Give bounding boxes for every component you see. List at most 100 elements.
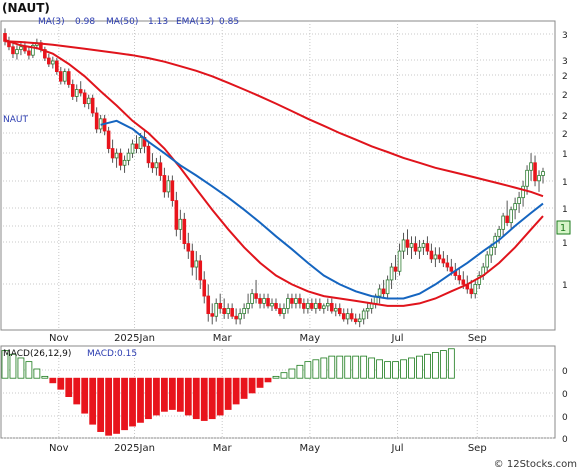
candle-body bbox=[234, 315, 238, 320]
candle-body bbox=[162, 175, 167, 193]
candle-body bbox=[118, 152, 123, 166]
candle-body bbox=[66, 71, 71, 85]
macd-bar bbox=[105, 377, 112, 436]
candle-body bbox=[477, 275, 482, 285]
candle-body bbox=[485, 254, 490, 268]
price-panel bbox=[0, 20, 556, 331]
candle-body bbox=[122, 159, 127, 166]
macd-bar bbox=[113, 377, 120, 434]
macd-x-tick-label: Sep bbox=[468, 443, 487, 454]
candle-body bbox=[150, 162, 155, 169]
macd-bar bbox=[192, 377, 200, 420]
macd-bar bbox=[447, 348, 455, 379]
candle-body bbox=[47, 57, 51, 65]
price-y-tick-label: 3 bbox=[562, 31, 568, 41]
candle-body bbox=[501, 215, 505, 230]
candle-body bbox=[278, 308, 282, 315]
candle-body bbox=[31, 44, 35, 56]
macd-bar bbox=[439, 350, 447, 379]
macd-bar bbox=[408, 357, 415, 379]
candle-body bbox=[218, 302, 222, 309]
candle-body bbox=[298, 298, 302, 304]
ema13-line bbox=[4, 39, 544, 307]
candle-body bbox=[202, 279, 207, 297]
candle-body bbox=[413, 243, 418, 252]
macd-bar bbox=[57, 377, 65, 390]
price-y-tick-label: 1 bbox=[562, 150, 568, 160]
last-price-box bbox=[556, 220, 571, 235]
candle-body bbox=[361, 310, 366, 320]
candle-body bbox=[294, 298, 298, 304]
candle-body bbox=[154, 162, 159, 169]
candle-body bbox=[114, 152, 119, 159]
macd-bar bbox=[9, 353, 17, 379]
macd-value: 0.15 bbox=[117, 349, 137, 359]
ma3-label: MA(3) bbox=[38, 17, 65, 27]
candle-body bbox=[353, 318, 358, 323]
candle-body bbox=[178, 218, 183, 230]
ema13-label: EMA(13) bbox=[176, 17, 214, 27]
macd-bar bbox=[312, 359, 320, 379]
candle-body bbox=[70, 84, 75, 97]
macd-x-axis: Nov 2025Jan Mar May Jul Sep bbox=[49, 443, 487, 454]
candle-body bbox=[11, 46, 15, 55]
candle-body bbox=[226, 308, 230, 315]
candle-body bbox=[365, 308, 370, 312]
price-x-axis: Nov 2025Jan Mar May Jul Sep bbox=[49, 333, 487, 344]
candle-body bbox=[337, 308, 342, 315]
candle-body bbox=[214, 302, 219, 317]
candle-body bbox=[322, 305, 326, 309]
ticker-label: NAUT bbox=[3, 115, 28, 125]
macd-bar bbox=[168, 377, 176, 410]
candle-body bbox=[86, 97, 91, 105]
candle-body bbox=[314, 302, 318, 309]
ma3-line bbox=[100, 119, 544, 300]
candle-body bbox=[310, 302, 314, 309]
candle-body bbox=[445, 262, 450, 268]
candle-body bbox=[357, 318, 362, 323]
macd-bar bbox=[65, 377, 73, 398]
chart-title: (NAUT) bbox=[2, 1, 50, 15]
price-x-tick-label: Jul bbox=[391, 333, 404, 344]
candle-body bbox=[270, 302, 274, 307]
candle-body bbox=[134, 143, 139, 149]
candle-body bbox=[82, 92, 87, 105]
candle-body bbox=[529, 162, 533, 171]
candle-body bbox=[306, 302, 310, 309]
macd-bar bbox=[25, 361, 33, 379]
macd-bar bbox=[360, 355, 368, 379]
macd-bar bbox=[392, 361, 399, 379]
macd-bar bbox=[153, 377, 160, 416]
candle-body bbox=[170, 180, 175, 201]
candle-body bbox=[238, 313, 242, 320]
price-candles bbox=[3, 28, 545, 328]
macd-x-tick-label: Mar bbox=[213, 443, 233, 454]
candle-body bbox=[138, 137, 143, 149]
candle-body bbox=[441, 258, 446, 264]
macd-bar bbox=[129, 377, 136, 427]
macd-bar bbox=[184, 377, 192, 416]
candle-body bbox=[473, 283, 478, 295]
macd-bar bbox=[320, 357, 328, 379]
candle-body bbox=[405, 239, 410, 248]
macd-y-tick-label: 0 bbox=[562, 413, 568, 423]
candle-body bbox=[3, 33, 7, 42]
price-x-tick-label: May bbox=[300, 333, 321, 344]
candle-body bbox=[158, 162, 163, 176]
candle-body bbox=[166, 180, 171, 193]
candle-body bbox=[318, 302, 322, 309]
candle-body bbox=[74, 89, 79, 97]
macd-bar bbox=[328, 355, 336, 379]
candle-body bbox=[174, 200, 179, 230]
candle-body bbox=[182, 218, 187, 244]
candle-body bbox=[525, 169, 529, 187]
macd-x-tick-label: Nov bbox=[49, 443, 69, 454]
macd-bar bbox=[41, 375, 49, 379]
candle-body bbox=[15, 49, 19, 55]
candle-body bbox=[58, 71, 63, 82]
macd-label: MACD(26,12,9) bbox=[3, 349, 71, 359]
ema13-value: 0.85 bbox=[219, 17, 239, 27]
price-grid bbox=[3, 21, 555, 330]
candle-body bbox=[349, 313, 354, 320]
macd-bar bbox=[208, 377, 216, 420]
